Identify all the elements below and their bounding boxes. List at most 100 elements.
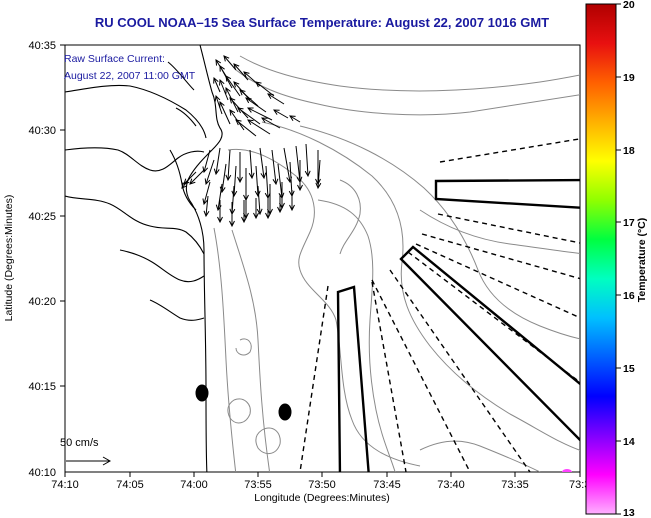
current-vector-head xyxy=(248,172,255,180)
current-annotation-line2: August 22, 2007 11:00 GMT xyxy=(64,70,196,82)
temperature-colorbar xyxy=(585,3,617,515)
colorbar-tick-label: 15 xyxy=(623,363,635,375)
current-vector-head xyxy=(261,117,268,123)
coastline xyxy=(65,195,205,255)
current-vector xyxy=(225,75,241,97)
current-vector xyxy=(203,149,211,173)
x-axis-label: Longitude (Degrees:Minutes) xyxy=(254,492,389,504)
current-vector-head xyxy=(229,109,236,116)
sector-radial-line xyxy=(299,285,329,472)
current-vector-head xyxy=(225,174,232,182)
current-vector-head xyxy=(253,212,259,220)
current-vector-head xyxy=(202,166,209,174)
y-tick-label: 40:35 xyxy=(28,40,56,52)
y-tick-label: 40:20 xyxy=(28,296,56,308)
sector-radial-line xyxy=(407,251,580,384)
x-axis-ticks xyxy=(64,472,581,477)
current-vector-head xyxy=(241,216,247,224)
current-vector-head xyxy=(254,190,261,198)
current-vector xyxy=(317,159,321,189)
bathymetry-contour xyxy=(235,69,580,116)
current-vector-head xyxy=(237,176,243,184)
y-tick-label: 40:25 xyxy=(28,211,56,223)
current-vector-head xyxy=(273,109,280,115)
current-vector-head xyxy=(315,182,322,190)
bathymetry-contour xyxy=(261,121,580,451)
current-vector xyxy=(261,117,281,129)
y-tick-label: 40:15 xyxy=(28,381,56,393)
bathymetry-contour xyxy=(231,229,271,472)
current-vector-head xyxy=(239,89,246,96)
bathymetry-contour xyxy=(419,440,541,472)
x-tick-label: 73:55 xyxy=(244,479,272,491)
scale-vector-label: 50 cm/s xyxy=(60,437,99,449)
y-axis-ticks xyxy=(60,44,65,387)
coastline xyxy=(169,149,197,211)
current-vector xyxy=(283,147,291,183)
sector-box xyxy=(336,285,370,472)
bathymetry-contour xyxy=(239,55,580,92)
current-vector-head xyxy=(213,76,219,84)
current-vector xyxy=(267,93,285,105)
x-tick-label: 73:50 xyxy=(308,479,336,491)
current-vector xyxy=(235,119,257,137)
colorbar-tick-label: 18 xyxy=(623,145,635,157)
current-vector xyxy=(295,145,301,183)
current-vector xyxy=(245,97,267,113)
colorbar-tick-label: 19 xyxy=(623,72,635,84)
current-vector xyxy=(221,163,227,193)
current-vector xyxy=(233,165,237,197)
current-vector-head xyxy=(255,81,262,88)
sector-radial-line xyxy=(439,138,580,163)
current-vector xyxy=(205,195,209,217)
current-vector-head xyxy=(247,119,254,126)
current-vector-head xyxy=(237,107,244,114)
current-vector-head xyxy=(223,55,230,62)
current-vector-head xyxy=(289,204,295,212)
sector-radial-line xyxy=(437,213,580,244)
current-vector xyxy=(255,81,275,97)
current-vector-head xyxy=(243,71,250,78)
current-vector xyxy=(219,79,229,101)
current-vector xyxy=(255,165,259,197)
current-vector xyxy=(203,181,211,205)
bathymetry-contour xyxy=(213,227,237,472)
bathymetry-contour xyxy=(227,398,251,424)
current-vector-head xyxy=(231,190,238,198)
map-title: RU COOL NOAA–15 Sea Surface Temperature:… xyxy=(95,15,549,30)
current-vector-head xyxy=(225,86,231,94)
current-vector xyxy=(257,185,261,215)
current-vector-head xyxy=(289,115,296,121)
current-vector xyxy=(215,95,223,115)
current-vector xyxy=(289,115,301,123)
sector-box xyxy=(399,245,580,442)
current-vector-head xyxy=(203,210,210,218)
current-vector xyxy=(271,149,277,185)
current-vector xyxy=(215,59,227,77)
map-content xyxy=(65,45,580,472)
bathymetry-contour xyxy=(227,148,421,467)
current-vector xyxy=(223,55,237,71)
surface-current-vectors xyxy=(181,55,322,228)
colorbar-tick-label: 17 xyxy=(623,217,635,229)
colorbar-tick-label: 20 xyxy=(623,0,635,11)
current-vector-head xyxy=(229,220,235,228)
current-vector xyxy=(227,149,231,181)
current-vector-head xyxy=(213,168,220,176)
bathymetry-contour xyxy=(419,209,580,254)
current-vector xyxy=(189,169,205,185)
bathymetry-contour xyxy=(339,179,361,255)
current-vector xyxy=(305,143,309,177)
current-vector-head xyxy=(233,63,240,70)
current-vector xyxy=(265,165,269,199)
current-vector-head xyxy=(202,198,209,206)
current-vector-head xyxy=(217,216,223,224)
current-vector-head xyxy=(214,94,221,102)
current-vector-head xyxy=(267,93,274,100)
current-vector-head xyxy=(204,178,211,186)
current-vector-head xyxy=(235,119,242,126)
coastline xyxy=(167,61,197,127)
x-tick-label: 73:45 xyxy=(373,479,401,491)
x-tick-label: 74:05 xyxy=(116,479,144,491)
